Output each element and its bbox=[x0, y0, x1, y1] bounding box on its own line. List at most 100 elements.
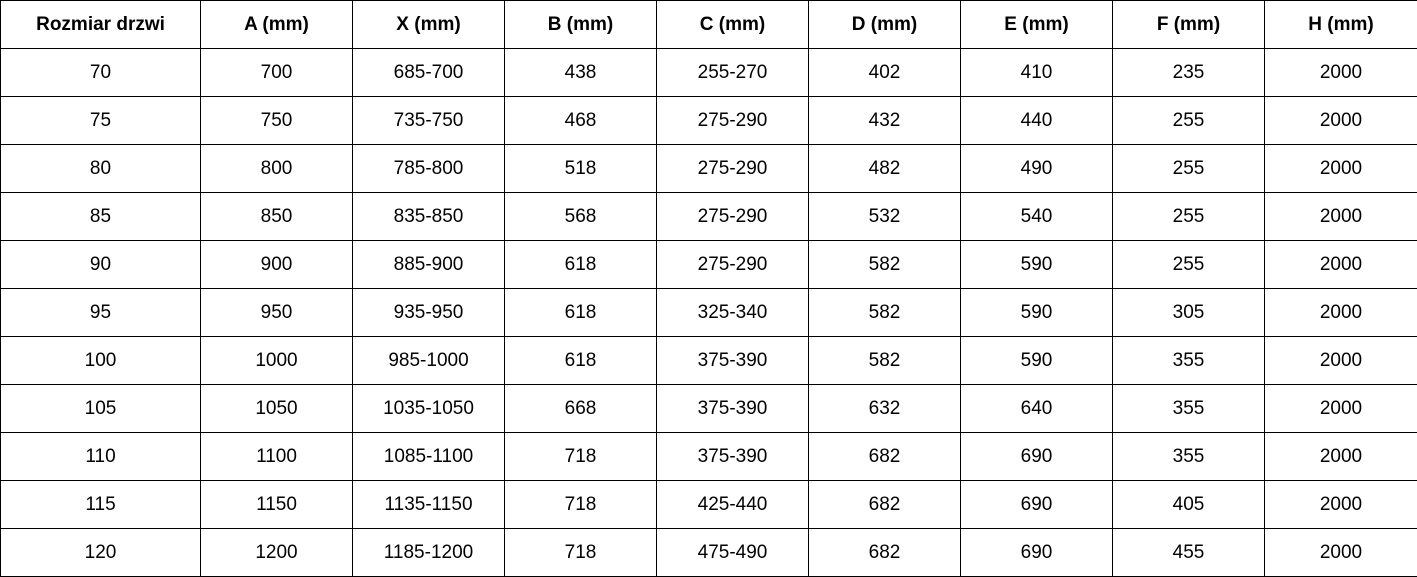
table-cell: 255 bbox=[1112, 144, 1265, 193]
table-cell: 735-750 bbox=[352, 96, 505, 145]
table-cell: 438 bbox=[504, 48, 657, 97]
table-row: 90 900 885-900 618 275-290 582 590 255 2000 bbox=[0, 240, 1417, 289]
table-row: 85 850 835-850 568 275-290 532 540 255 2000 bbox=[0, 192, 1417, 241]
table-cell: 2000 bbox=[1264, 288, 1417, 337]
table-cell: 668 bbox=[504, 384, 657, 433]
table-cell: 355 bbox=[1112, 432, 1265, 481]
table-cell: 685-700 bbox=[352, 48, 505, 97]
table-cell: 402 bbox=[808, 48, 961, 97]
table-cell: 120 bbox=[0, 528, 201, 577]
table-cell: 985-1000 bbox=[352, 336, 505, 385]
table-row: 70 700 685-700 438 255-270 402 410 235 2000 bbox=[0, 48, 1417, 97]
table-cell: 718 bbox=[504, 528, 657, 577]
table-cell: 1185-1200 bbox=[352, 528, 505, 577]
table-cell: 468 bbox=[504, 96, 657, 145]
table-cell: 2000 bbox=[1264, 336, 1417, 385]
table-cell: 1050 bbox=[200, 384, 353, 433]
table-cell: 682 bbox=[808, 432, 961, 481]
table-cell: 1100 bbox=[200, 432, 353, 481]
table-cell: 375-390 bbox=[656, 336, 809, 385]
table-cell: 275-290 bbox=[656, 192, 809, 241]
table-cell: 75 bbox=[0, 96, 201, 145]
table-row: 100 1000 985-1000 618 375-390 582 590 355 2000 bbox=[0, 336, 1417, 385]
column-header: H (mm) bbox=[1264, 0, 1417, 49]
table-cell: 518 bbox=[504, 144, 657, 193]
column-header: F (mm) bbox=[1112, 0, 1265, 49]
table-cell: 632 bbox=[808, 384, 961, 433]
table-cell: 1200 bbox=[200, 528, 353, 577]
table-cell: 85 bbox=[0, 192, 201, 241]
table-cell: 682 bbox=[808, 528, 961, 577]
table-cell: 582 bbox=[808, 336, 961, 385]
table-cell: 100 bbox=[0, 336, 201, 385]
table-cell: 355 bbox=[1112, 336, 1265, 385]
table-cell: 115 bbox=[0, 480, 201, 529]
table-cell: 475-490 bbox=[656, 528, 809, 577]
table-cell: 618 bbox=[504, 336, 657, 385]
table-cell: 582 bbox=[808, 288, 961, 337]
table-cell: 490 bbox=[960, 144, 1113, 193]
table-cell: 105 bbox=[0, 384, 201, 433]
table-row: 110 1100 1085-1100 718 375-390 682 690 355 2000 bbox=[0, 432, 1417, 481]
table-cell: 850 bbox=[200, 192, 353, 241]
table-cell: 590 bbox=[960, 288, 1113, 337]
table-cell: 255-270 bbox=[656, 48, 809, 97]
table-cell: 835-850 bbox=[352, 192, 505, 241]
table-cell: 410 bbox=[960, 48, 1113, 97]
table-cell: 900 bbox=[200, 240, 353, 289]
table-cell: 2000 bbox=[1264, 528, 1417, 577]
table-cell: 718 bbox=[504, 480, 657, 529]
table-cell: 718 bbox=[504, 432, 657, 481]
header-row: Rozmiar drzwi A (mm) X (mm) B (mm) C (mm) D (… bbox=[0, 0, 1417, 49]
table-cell: 325-340 bbox=[656, 288, 809, 337]
table-cell: 618 bbox=[504, 240, 657, 289]
table-cell: 1035-1050 bbox=[352, 384, 505, 433]
table-cell: 618 bbox=[504, 288, 657, 337]
table-cell: 255 bbox=[1112, 240, 1265, 289]
table-cell: 690 bbox=[960, 480, 1113, 529]
table-cell: 455 bbox=[1112, 528, 1265, 577]
table-cell: 255 bbox=[1112, 96, 1265, 145]
table-cell: 935-950 bbox=[352, 288, 505, 337]
table-cell: 375-390 bbox=[656, 432, 809, 481]
column-header: D (mm) bbox=[808, 0, 961, 49]
table-cell: 582 bbox=[808, 240, 961, 289]
table-cell: 482 bbox=[808, 144, 961, 193]
table-cell: 432 bbox=[808, 96, 961, 145]
column-header: Rozmiar drzwi bbox=[0, 0, 201, 49]
table-cell: 2000 bbox=[1264, 48, 1417, 97]
table-cell: 1150 bbox=[200, 480, 353, 529]
table-cell: 440 bbox=[960, 96, 1113, 145]
table-cell: 275-290 bbox=[656, 240, 809, 289]
table-cell: 590 bbox=[960, 240, 1113, 289]
table-cell: 255 bbox=[1112, 192, 1265, 241]
table-cell: 690 bbox=[960, 432, 1113, 481]
table-cell: 640 bbox=[960, 384, 1113, 433]
table-cell: 785-800 bbox=[352, 144, 505, 193]
table-row: 75 750 735-750 468 275-290 432 440 255 2000 bbox=[0, 96, 1417, 145]
table-cell: 90 bbox=[0, 240, 201, 289]
table-cell: 885-900 bbox=[352, 240, 505, 289]
table-cell: 2000 bbox=[1264, 96, 1417, 145]
table-cell: 590 bbox=[960, 336, 1113, 385]
table-cell: 2000 bbox=[1264, 384, 1417, 433]
table-cell: 800 bbox=[200, 144, 353, 193]
column-header: E (mm) bbox=[960, 0, 1113, 49]
table-cell: 2000 bbox=[1264, 144, 1417, 193]
table-cell: 1135-1150 bbox=[352, 480, 505, 529]
table-cell: 682 bbox=[808, 480, 961, 529]
table-cell: 750 bbox=[200, 96, 353, 145]
table-cell: 540 bbox=[960, 192, 1113, 241]
table-cell: 2000 bbox=[1264, 432, 1417, 481]
table-cell: 405 bbox=[1112, 480, 1265, 529]
table-row: 105 1050 1035-1050 668 375-390 632 640 355 2000 bbox=[0, 384, 1417, 433]
table-cell: 1085-1100 bbox=[352, 432, 505, 481]
table-cell: 80 bbox=[0, 144, 201, 193]
table-cell: 568 bbox=[504, 192, 657, 241]
table-cell: 2000 bbox=[1264, 192, 1417, 241]
table-cell: 305 bbox=[1112, 288, 1265, 337]
table-row: 95 950 935-950 618 325-340 582 590 305 2000 bbox=[0, 288, 1417, 337]
table-row: 80 800 785-800 518 275-290 482 490 255 2000 bbox=[0, 144, 1417, 193]
table-cell: 1000 bbox=[200, 336, 353, 385]
table-cell: 235 bbox=[1112, 48, 1265, 97]
